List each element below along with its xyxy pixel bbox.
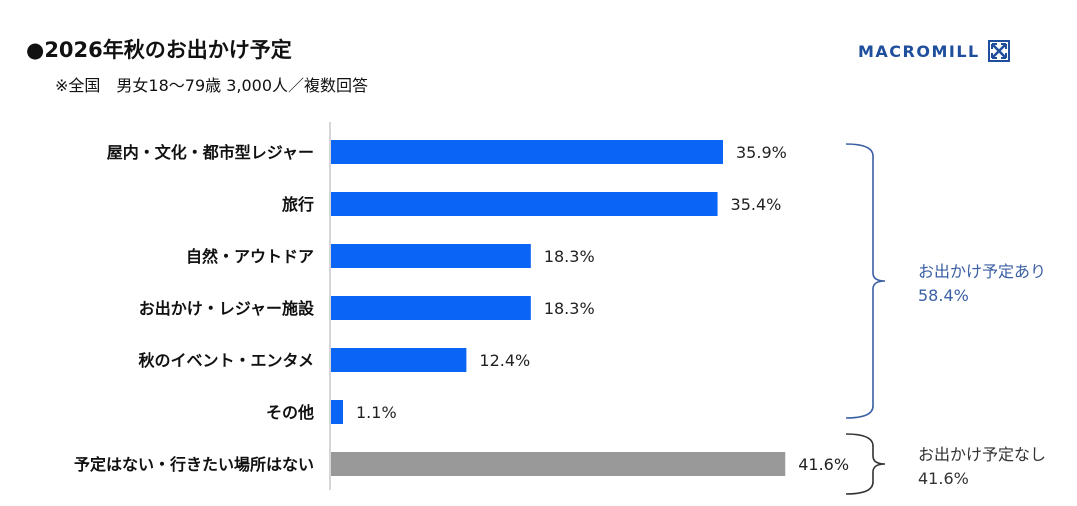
logo-text: MACROMILL bbox=[858, 41, 980, 61]
category-label-5: その他 bbox=[266, 403, 314, 422]
chart-title: ●2026年秋のお出かけ予定 bbox=[26, 38, 292, 62]
group-label-1: お出かけ予定なし bbox=[918, 445, 1046, 464]
value-label-1: 35.4% bbox=[731, 195, 782, 214]
macromill-logo: MACROMILL bbox=[858, 40, 1010, 62]
category-label-1: 旅行 bbox=[282, 195, 314, 214]
category-label-2: 自然・アウトドア bbox=[186, 247, 314, 266]
value-label-5: 1.1% bbox=[356, 403, 397, 422]
category-label-6: 予定はない・行きたい場所はない bbox=[74, 455, 314, 474]
group-label-0: お出かけ予定あり bbox=[918, 262, 1046, 281]
group-value-0: 58.4% bbox=[918, 286, 969, 305]
group-value-1: 41.6% bbox=[918, 469, 969, 488]
value-label-6: 41.6% bbox=[798, 455, 849, 474]
bar-3 bbox=[331, 296, 531, 320]
bar-1 bbox=[331, 192, 718, 216]
value-label-4: 12.4% bbox=[479, 351, 530, 370]
group-brace-1 bbox=[845, 433, 886, 495]
bar-2 bbox=[331, 244, 531, 268]
category-label-3: お出かけ・レジャー施設 bbox=[139, 299, 315, 318]
macromill-x-logo-icon bbox=[987, 40, 1010, 62]
bar-4 bbox=[331, 348, 467, 372]
value-label-3: 18.3% bbox=[544, 299, 595, 318]
category-label-0: 屋内・文化・都市型レジャー bbox=[107, 143, 314, 162]
group-brace-0 bbox=[845, 143, 886, 419]
chart-subtitle: ※全国 男女18～79歳 3,000人／複数回答 bbox=[55, 76, 369, 95]
value-label-2: 18.3% bbox=[544, 247, 595, 266]
bar-6 bbox=[331, 452, 786, 476]
bar-0 bbox=[331, 140, 723, 164]
category-label-4: 秋のイベント・エンタメ bbox=[138, 351, 314, 370]
value-label-0: 35.9% bbox=[736, 143, 787, 162]
bar-5 bbox=[331, 400, 344, 424]
